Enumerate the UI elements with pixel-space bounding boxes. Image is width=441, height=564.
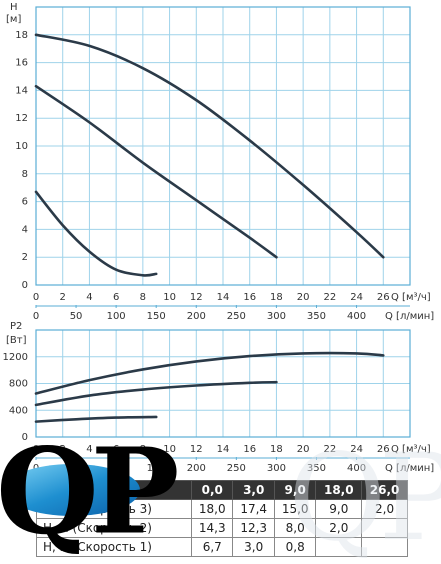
x-tick-label: 12	[190, 444, 203, 455]
x2-tick-label: 350	[307, 311, 326, 322]
table-cell: 14,3	[190, 518, 234, 538]
x-tick-label: 16	[243, 444, 256, 455]
x-tick-label: 6	[113, 444, 119, 455]
logo: QP QP	[0, 440, 441, 564]
x-tick-label: 8	[140, 444, 146, 455]
curve	[34, 190, 158, 277]
x-tick-label: 20	[297, 444, 310, 455]
y-tick-label: 4	[22, 224, 28, 235]
x-tick-label: 10	[163, 444, 176, 455]
y-tick-label: 0	[22, 432, 28, 443]
table-cell: 3,0	[232, 480, 275, 500]
data-table: Подача, м³/ч0,03,09,018,026,0H, м (Скоро…	[36, 480, 408, 557]
y-tick-label: 6	[22, 197, 28, 208]
x-tick-label: 4	[86, 444, 92, 455]
table-cell	[361, 537, 408, 557]
x-tick-label: 18	[270, 292, 283, 303]
logo-water	[4, 464, 140, 516]
y-tick-label: 14	[15, 85, 28, 96]
y-tick-label: 400	[9, 405, 28, 416]
x-tick-label: 6	[113, 292, 119, 303]
y-tick-label: 0	[22, 280, 28, 291]
x-tick-label: 0	[33, 444, 39, 455]
curve	[34, 351, 385, 395]
y-tick-label: 10	[15, 141, 28, 152]
x2-tick-label: 150	[147, 463, 166, 474]
x-tick-label: 12	[190, 292, 203, 303]
table-cell: 8,0	[273, 518, 317, 538]
x2-tick-label: 300	[267, 311, 286, 322]
y-axis-title: H	[10, 2, 18, 13]
table-cell: 9,0	[273, 480, 317, 500]
logo-watermark: QP	[288, 440, 441, 564]
x-tick-label: 14	[217, 444, 230, 455]
x-tick-label: 22	[323, 444, 336, 455]
table-cell: 0,8	[273, 537, 317, 557]
table-cell: 15,0	[273, 499, 317, 519]
x-tick-label: 2	[60, 444, 66, 455]
x2-tick-label: 0	[33, 311, 39, 322]
x2-tick-label: 100	[107, 311, 126, 322]
x-tick-label: 24	[350, 444, 363, 455]
plot-frame	[35, 6, 411, 286]
y-axis-title: P2	[10, 321, 22, 332]
x-tick-label: 20	[297, 292, 310, 303]
x2-tick-label: 300	[267, 463, 286, 474]
x2-tick-label: 200	[187, 311, 206, 322]
x-tick-label: 4	[86, 292, 92, 303]
x2-axis-title: Q [л/мин]	[385, 463, 434, 474]
x2-tick-label: 150	[147, 311, 166, 322]
x-tick-label: 18	[270, 444, 283, 455]
x-tick-label: 26	[377, 444, 390, 455]
x-tick-label: 22	[323, 292, 336, 303]
x-tick-label: 10	[163, 292, 176, 303]
y-tick-label: 2	[22, 252, 28, 263]
x2-tick-label: 400	[347, 311, 366, 322]
x-tick-label: 24	[350, 292, 363, 303]
y-axis-unit: [Вт]	[6, 335, 27, 346]
x-tick-label: 0	[33, 292, 39, 303]
curve	[34, 380, 278, 407]
y-tick-label: 18	[15, 30, 28, 41]
x2-tick-label: 400	[347, 463, 366, 474]
x2-tick-label: 100	[107, 463, 126, 474]
x2-tick-label: 200	[187, 463, 206, 474]
curve	[34, 33, 385, 259]
x-tick-label: 16	[243, 292, 256, 303]
table-cell: 18,0	[190, 499, 234, 519]
y-tick-label: 12	[15, 113, 28, 124]
x-tick-label: 26	[377, 292, 390, 303]
y-tick-label: 800	[9, 379, 28, 390]
x-tick-label: 14	[217, 292, 230, 303]
x2-tick-label: 250	[227, 311, 246, 322]
x2-axis-title: Q [л/мин]	[385, 311, 434, 322]
y-tick-label: 8	[22, 169, 28, 180]
x-tick-label: 8	[140, 292, 146, 303]
x2-tick-label: 350	[307, 463, 326, 474]
x-tick-label: 2	[60, 292, 66, 303]
curve	[34, 84, 278, 259]
y-axis-unit: [м]	[6, 14, 21, 25]
x-axis-title: Q [м³/ч]	[391, 292, 431, 303]
curve	[34, 415, 158, 423]
x2-tick-label: 250	[227, 463, 246, 474]
plot-frame	[35, 329, 411, 438]
x-axis-title: Q [м³/ч]	[391, 444, 431, 455]
table-row: H, м (Скорость 1) 6,7 3,0 0,8	[36, 537, 408, 557]
x2-tick-label: 50	[70, 311, 83, 322]
y-tick-label: 16	[15, 58, 28, 69]
y-tick-label: 1200	[3, 352, 28, 363]
logo-text: QP	[0, 440, 177, 561]
row-label: H, м (Скорость 1)	[36, 537, 192, 557]
